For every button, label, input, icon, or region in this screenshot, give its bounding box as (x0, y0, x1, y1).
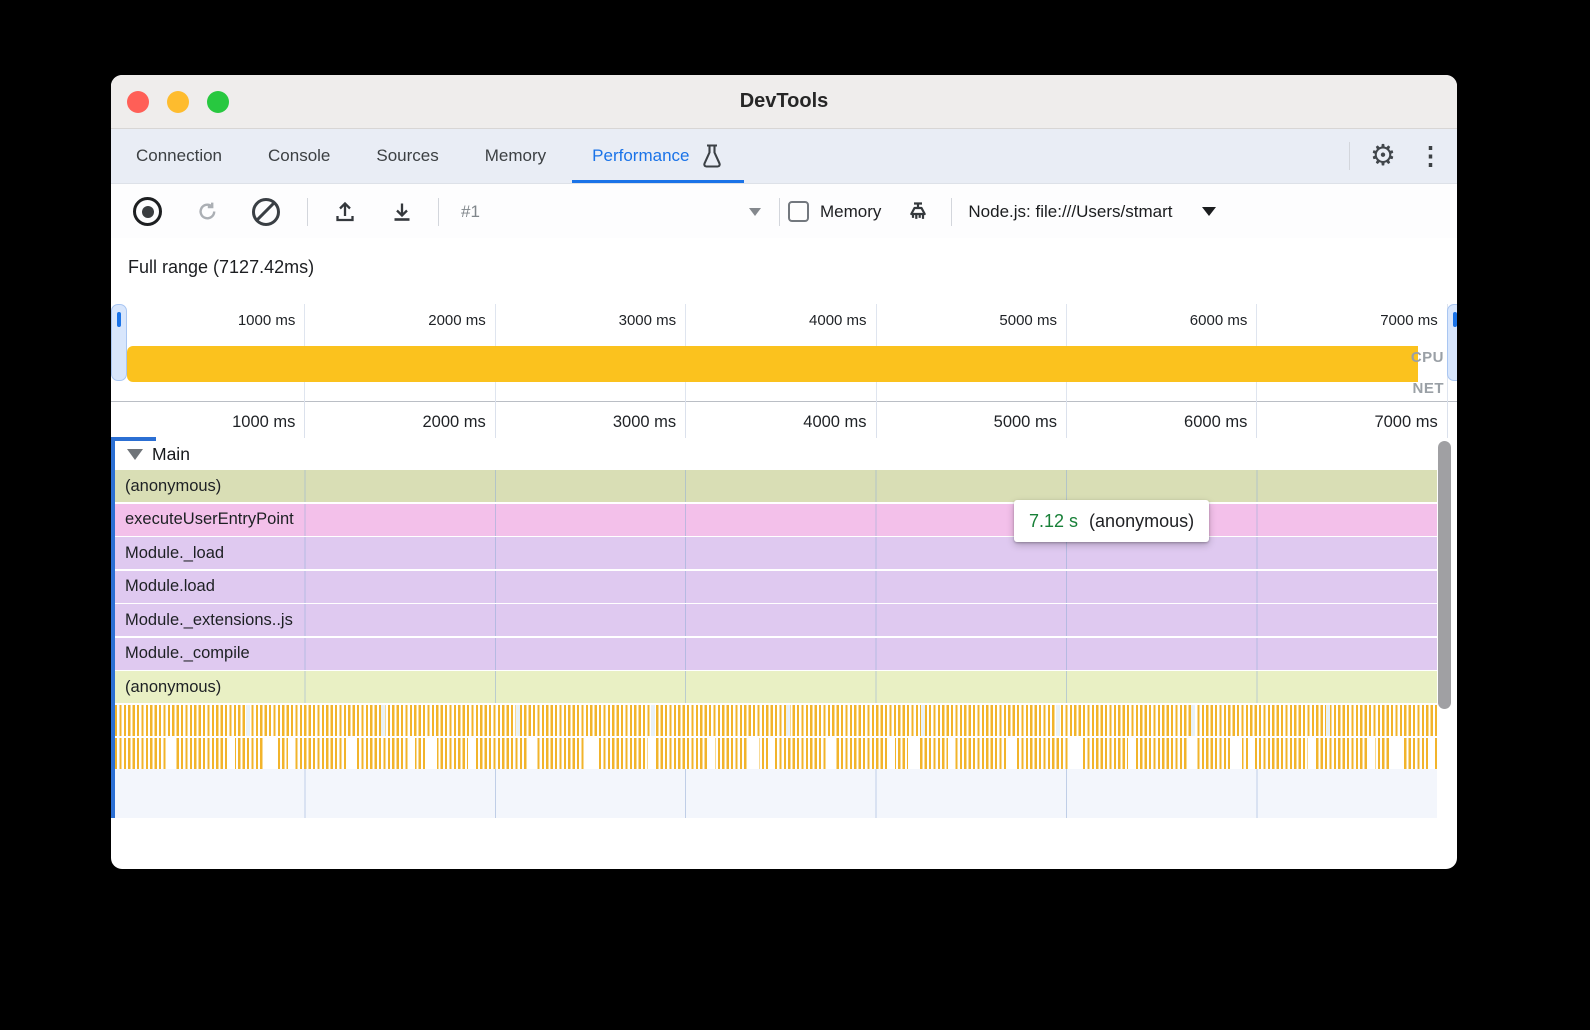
divider (951, 198, 952, 226)
flame-tick: 1000 ms (115, 401, 305, 438)
tab-console-label: Console (268, 146, 330, 166)
tab-connection-label: Connection (136, 146, 222, 166)
load-profile-icon[interactable] (333, 200, 357, 224)
settings-gear-icon[interactable]: ⚙ (1370, 142, 1396, 171)
flame-bar-label: Module._extensions..js (125, 611, 293, 630)
flame-tick: 6000 ms (1067, 401, 1257, 438)
flame-bar[interactable]: Module._extensions..js (115, 604, 1437, 636)
tab-sources[interactable]: Sources (353, 129, 461, 183)
flame-chart-empty-area (115, 769, 1437, 818)
vertical-scrollbar[interactable] (1438, 441, 1451, 709)
divider (307, 198, 308, 226)
title-bar: DevTools (111, 75, 1457, 129)
capture-history-select[interactable]: #1 (461, 202, 761, 222)
reload-and-record-button[interactable] (195, 199, 220, 224)
cpu-track-label: CPU (1411, 349, 1444, 366)
divider (1349, 142, 1350, 170)
tab-sources-label: Sources (376, 146, 438, 166)
tab-memory-label: Memory (485, 146, 546, 166)
capture-name: #1 (461, 202, 480, 222)
close-window-button[interactable] (127, 91, 149, 113)
performance-toolbar: #1 Memory Node.js: file:///Users/stmart (111, 184, 1457, 240)
memory-checkbox-label: Memory (820, 202, 881, 222)
flame-bar-label: Module._load (125, 544, 224, 563)
selected-track-indicator (111, 437, 115, 818)
flame-bar-label: Module.load (125, 577, 215, 596)
tooltip-duration: 7.12 s (1029, 511, 1078, 532)
handle-grip-icon (117, 312, 121, 327)
tooltip-label: (anonymous) (1089, 511, 1194, 532)
cpu-activity-bar[interactable] (127, 346, 1418, 382)
flame-tick: 4000 ms (686, 401, 876, 438)
micro-task-bars[interactable] (115, 705, 1437, 736)
flame-bar-label: (anonymous) (125, 477, 221, 496)
performance-panel: Full range (7127.42ms) 1000 ms 2000 ms 3… (111, 238, 1457, 818)
flask-icon (700, 143, 724, 169)
main-track-label: Main (152, 444, 190, 465)
flame-tick: 2000 ms (305, 401, 495, 438)
full-range-label: Full range (7127.42ms) (128, 257, 314, 278)
flame-bar[interactable]: Module._compile (115, 638, 1437, 670)
main-tab-bar: Connection Console Sources Memory Perfor… (111, 129, 1457, 184)
record-dot-icon (142, 206, 154, 218)
divider (779, 198, 780, 226)
tab-connection[interactable]: Connection (113, 129, 245, 183)
main-track-header[interactable]: Main (117, 440, 190, 468)
tab-performance-label: Performance (592, 146, 689, 166)
memory-checkbox[interactable] (788, 201, 809, 222)
collect-garbage-icon[interactable] (905, 199, 931, 225)
window-title: DevTools (740, 90, 829, 113)
target-chevron-down-icon[interactable] (1202, 207, 1216, 216)
flame-tick: 3000 ms (496, 401, 686, 438)
target-selector[interactable]: Node.js: file:///Users/stmart (968, 202, 1172, 222)
flame-tick: 7000 ms (1257, 401, 1447, 438)
timeline-overview: 1000 ms 2000 ms 3000 ms 4000 ms 5000 ms … (111, 304, 1457, 402)
flame-bar[interactable]: (anonymous) (115, 671, 1437, 703)
selected-track-indicator (111, 437, 156, 441)
record-button[interactable] (133, 197, 162, 226)
tab-console[interactable]: Console (245, 129, 353, 183)
handle-grip-icon (1453, 312, 1457, 327)
clear-recordings-icon[interactable] (252, 198, 280, 226)
divider (438, 198, 439, 226)
tab-performance[interactable]: Performance (569, 129, 746, 183)
range-handle-left[interactable] (111, 304, 127, 381)
net-track-label: NET (1413, 380, 1445, 397)
flame-bar[interactable]: executeUserEntryPoint (115, 504, 1437, 536)
range-handle-right[interactable] (1447, 304, 1457, 381)
flame-bar-label: executeUserEntryPoint (125, 510, 294, 529)
flame-chart: 1000 ms 2000 ms 3000 ms 4000 ms 5000 ms … (111, 401, 1457, 818)
more-options-icon[interactable]: ⋮ (1418, 144, 1443, 169)
flame-ruler: 1000 ms 2000 ms 3000 ms 4000 ms 5000 ms … (115, 401, 1448, 438)
tab-bar-actions: ⚙ ⋮ (1335, 129, 1457, 183)
flame-tick: 5000 ms (877, 401, 1067, 438)
save-profile-icon[interactable] (390, 200, 414, 224)
flame-bar-label: (anonymous) (125, 678, 221, 697)
flame-bar[interactable]: Module._load (115, 537, 1437, 569)
tab-memory[interactable]: Memory (462, 129, 569, 183)
flame-bar-label: Module._compile (125, 644, 250, 663)
flame-bar-tooltip: 7.12 s (anonymous) (1014, 500, 1209, 542)
flame-bar[interactable]: (anonymous) (115, 470, 1437, 502)
devtools-window: DevTools Connection Console Sources Memo… (111, 75, 1457, 869)
collapse-triangle-icon[interactable] (127, 449, 143, 460)
traffic-lights (127, 91, 229, 113)
micro-task-bars[interactable] (115, 738, 1437, 769)
flame-bar[interactable]: Module.load (115, 571, 1437, 603)
zoom-window-button[interactable] (207, 91, 229, 113)
minimize-window-button[interactable] (167, 91, 189, 113)
chevron-down-icon (749, 208, 761, 216)
